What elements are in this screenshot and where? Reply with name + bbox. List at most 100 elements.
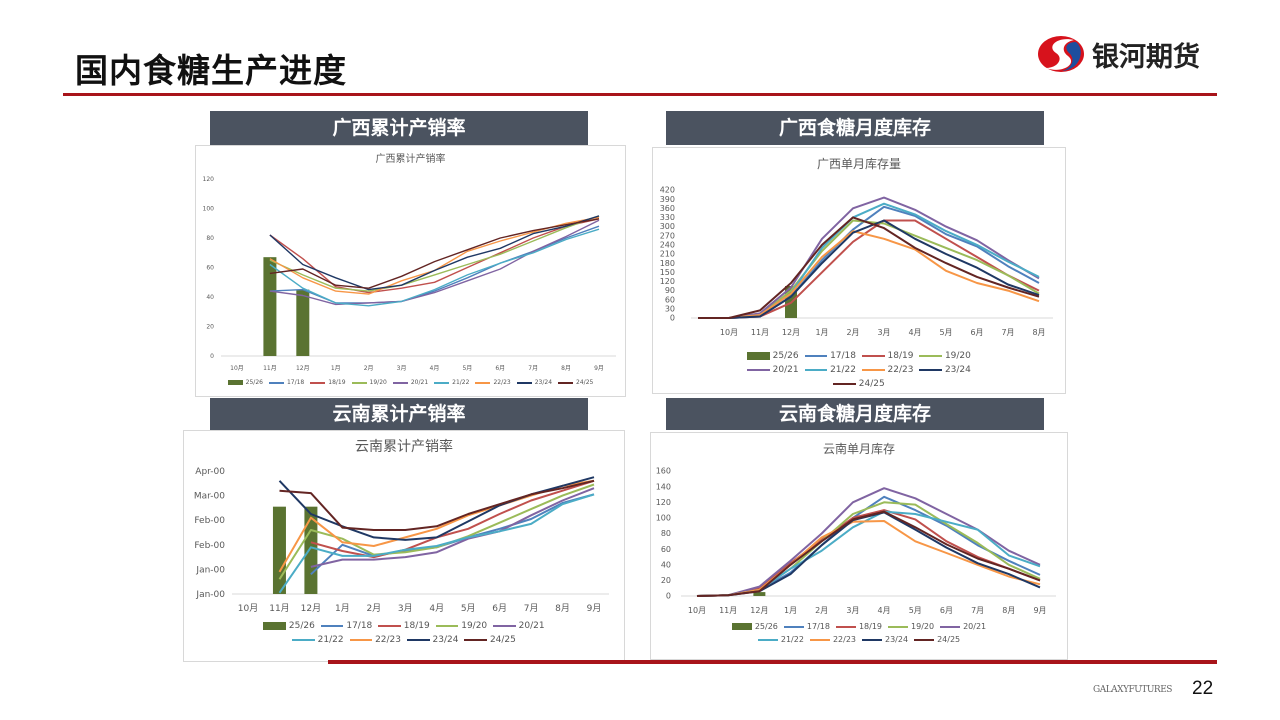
- legend-item: 22/23: [809, 635, 856, 644]
- series-line-18-19: [696, 509, 1041, 597]
- legend-item: 25/26: [263, 621, 315, 631]
- y-tick-label: 360: [660, 204, 675, 213]
- legend-item: 25/26: [747, 351, 799, 361]
- y-tick-label: 330: [660, 213, 675, 222]
- legend-swatch: [292, 639, 315, 641]
- series-line-21-22: [696, 510, 1041, 597]
- legend-item: 21/22: [757, 635, 804, 644]
- y-tick-label: 60: [206, 265, 214, 272]
- y-tick-label: 60: [665, 295, 675, 304]
- legend-label: 24/25: [858, 379, 885, 389]
- chart-svg: 广西单月库存量 030609012015018021024027030033036…: [660, 156, 1053, 337]
- section-header-guangxi-ratio: 广西累计产销率: [210, 111, 588, 145]
- x-tick-label: 1月: [784, 606, 797, 615]
- legend-item: 24/25: [558, 379, 593, 386]
- chart-yunnan-ratio: 云南累计产销率 Jan-00 Jan-00 Feb-00 Feb-00 Mar-00 Apr…: [183, 430, 625, 662]
- x-tick-label: 8月: [555, 603, 570, 614]
- chart-legend: 25/26 17/18 18/19 19/20 20/21 21/22 22/23 23/24…: [724, 622, 994, 644]
- legend-swatch: [804, 355, 828, 357]
- chart-title: 广西单月库存量: [817, 156, 901, 171]
- x-tick-label: 9月: [594, 365, 604, 372]
- legend-swatch: [310, 381, 326, 384]
- legend-label: 17/18: [830, 351, 856, 361]
- x-tick-label: 8月: [1032, 328, 1045, 337]
- series-line-17-18: [269, 225, 600, 304]
- legend-label: 23/24: [534, 379, 553, 386]
- y-tick-label: 120: [660, 277, 675, 286]
- legend-label: 21/22: [452, 379, 470, 386]
- legend-swatch: [558, 381, 574, 384]
- legend-label: 22/23: [832, 635, 856, 644]
- legend-swatch: [747, 352, 770, 360]
- y-tick-label: 390: [660, 195, 675, 204]
- legend-swatch: [862, 638, 882, 641]
- y-tick-label: 100: [656, 514, 671, 523]
- series-line-20-21: [696, 487, 1041, 597]
- legend-swatch: [833, 383, 856, 385]
- legend-swatch: [320, 625, 344, 627]
- company-logo: 银河期货: [1036, 34, 1200, 74]
- x-tick-label: 11月: [263, 365, 277, 372]
- y-tick-label: 60: [661, 545, 671, 554]
- y-tick-label: 80: [206, 235, 214, 242]
- x-tick-label: 3月: [397, 365, 407, 372]
- bar-25-26: [263, 257, 277, 356]
- x-tick-label: 2月: [366, 603, 381, 614]
- chart-guangxi-ratio: 广西累计产销率 0 20 40 60 80 100 120 10月 11月 12月 1月 2月 3月 4月 5…: [195, 145, 626, 397]
- legend-label: 25/26: [754, 622, 778, 631]
- x-tick-label: 12月: [296, 365, 310, 372]
- legend-swatch: [351, 381, 367, 384]
- legend-swatch: [434, 381, 450, 384]
- legend-swatch: [783, 625, 804, 628]
- legend-label: 24/25: [937, 635, 961, 644]
- x-tick-label: 9月: [587, 603, 602, 614]
- x-tick-label: 4月: [429, 603, 444, 614]
- x-tick-label: 9月: [1033, 606, 1046, 615]
- legend-label: 18/19: [887, 351, 914, 361]
- legend-item: 18/19: [310, 379, 346, 386]
- legend-item: 18/19: [835, 622, 883, 631]
- series-line-23-24: [269, 215, 600, 291]
- y-tick-label: 100: [203, 206, 215, 213]
- legend-swatch: [919, 355, 942, 357]
- y-tick-label: Jan-00: [195, 565, 225, 575]
- legend-label: 21/22: [830, 365, 856, 375]
- legend-item: 19/20: [351, 379, 387, 386]
- legend-item: 23/24: [919, 365, 971, 375]
- legend-label: 22/23: [375, 635, 401, 645]
- y-tick-label: 40: [661, 560, 671, 569]
- x-tick-label: 6月: [970, 328, 983, 337]
- legend-swatch: [809, 638, 830, 641]
- y-tick-label: Mar-00: [194, 492, 225, 502]
- x-tick-label: 7月: [528, 365, 538, 372]
- series-line-24-25: [696, 510, 1041, 597]
- x-tick-label: 3月: [877, 328, 890, 337]
- y-tick-label: 0: [210, 353, 214, 360]
- legend-swatch: [940, 625, 961, 628]
- legend-swatch: [464, 639, 487, 641]
- legend-label: 18/19: [858, 622, 883, 631]
- legend-item: 23/24: [516, 379, 553, 386]
- x-tick-label: 6月: [495, 365, 505, 372]
- legend-swatch: [919, 369, 942, 371]
- galaxy-logo-icon: [1038, 36, 1084, 72]
- legend-label: 19/20: [911, 622, 935, 631]
- x-tick-label: 10月: [720, 328, 738, 337]
- legend-swatch: [862, 355, 885, 357]
- y-tick-label: 120: [656, 498, 671, 507]
- x-tick-label: 5月: [909, 606, 922, 615]
- legend-item: 22/23: [475, 379, 511, 386]
- legend-item: 21/22: [434, 379, 469, 386]
- legend-swatch: [349, 639, 373, 641]
- chart-svg: 云南单月库存 0 20 40 60 80 100 120 140 160 10月 11月 12月 1月 2月…: [656, 441, 1056, 615]
- bar-25-26: [272, 506, 286, 594]
- legend-item: 17/18: [320, 621, 372, 631]
- legend-label: 19/20: [944, 351, 971, 361]
- y-tick-label: 90: [665, 286, 675, 295]
- footer-brand: GALAXYFUTURES: [1093, 685, 1172, 695]
- legend-label: 23/24: [432, 635, 459, 645]
- chart-svg: 广西累计产销率 0 20 40 60 80 100 120 10月 11月 12月 1月 2月 3月 4月 5…: [203, 152, 616, 372]
- legend-swatch: [263, 622, 286, 630]
- legend-item: 19/20: [919, 351, 971, 361]
- chart-legend: 25/26 17/18 18/19 19/20 20/21 21/22 22/23 23/24…: [724, 351, 994, 389]
